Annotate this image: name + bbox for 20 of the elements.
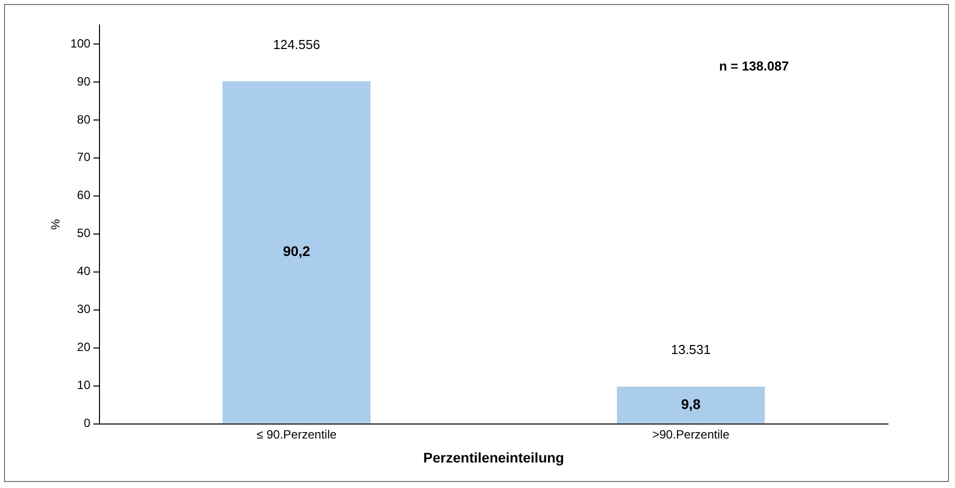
y-tick-label: 90 <box>77 74 91 88</box>
y-tick-label: 70 <box>77 150 91 164</box>
y-tick-label: 80 <box>77 112 91 126</box>
y-tick-label: 100 <box>70 36 91 50</box>
y-tick-label: 20 <box>77 340 91 354</box>
x-axis-title: Perzentileneinteilung <box>423 449 564 466</box>
y-tick-label: 0 <box>84 416 91 430</box>
y-tick-label: 40 <box>77 264 91 278</box>
y-tick-label: 10 <box>77 378 91 392</box>
data-label: 90,2 <box>282 243 310 260</box>
y-tick-label: 60 <box>77 188 91 202</box>
y-tick-label: 50 <box>77 226 91 240</box>
x-tick-label: >90.Perzentile <box>652 427 730 442</box>
y-axis-title: % <box>48 218 63 230</box>
annotation: n = 138.087 <box>719 58 789 74</box>
y-tick-label: 30 <box>77 302 91 316</box>
annotation: 124.556 <box>273 36 320 52</box>
x-tick-label: ≤ 90.Perzentile <box>256 427 337 442</box>
data-label: 9,8 <box>681 396 701 412</box>
annotation: 13.531 <box>670 342 711 358</box>
